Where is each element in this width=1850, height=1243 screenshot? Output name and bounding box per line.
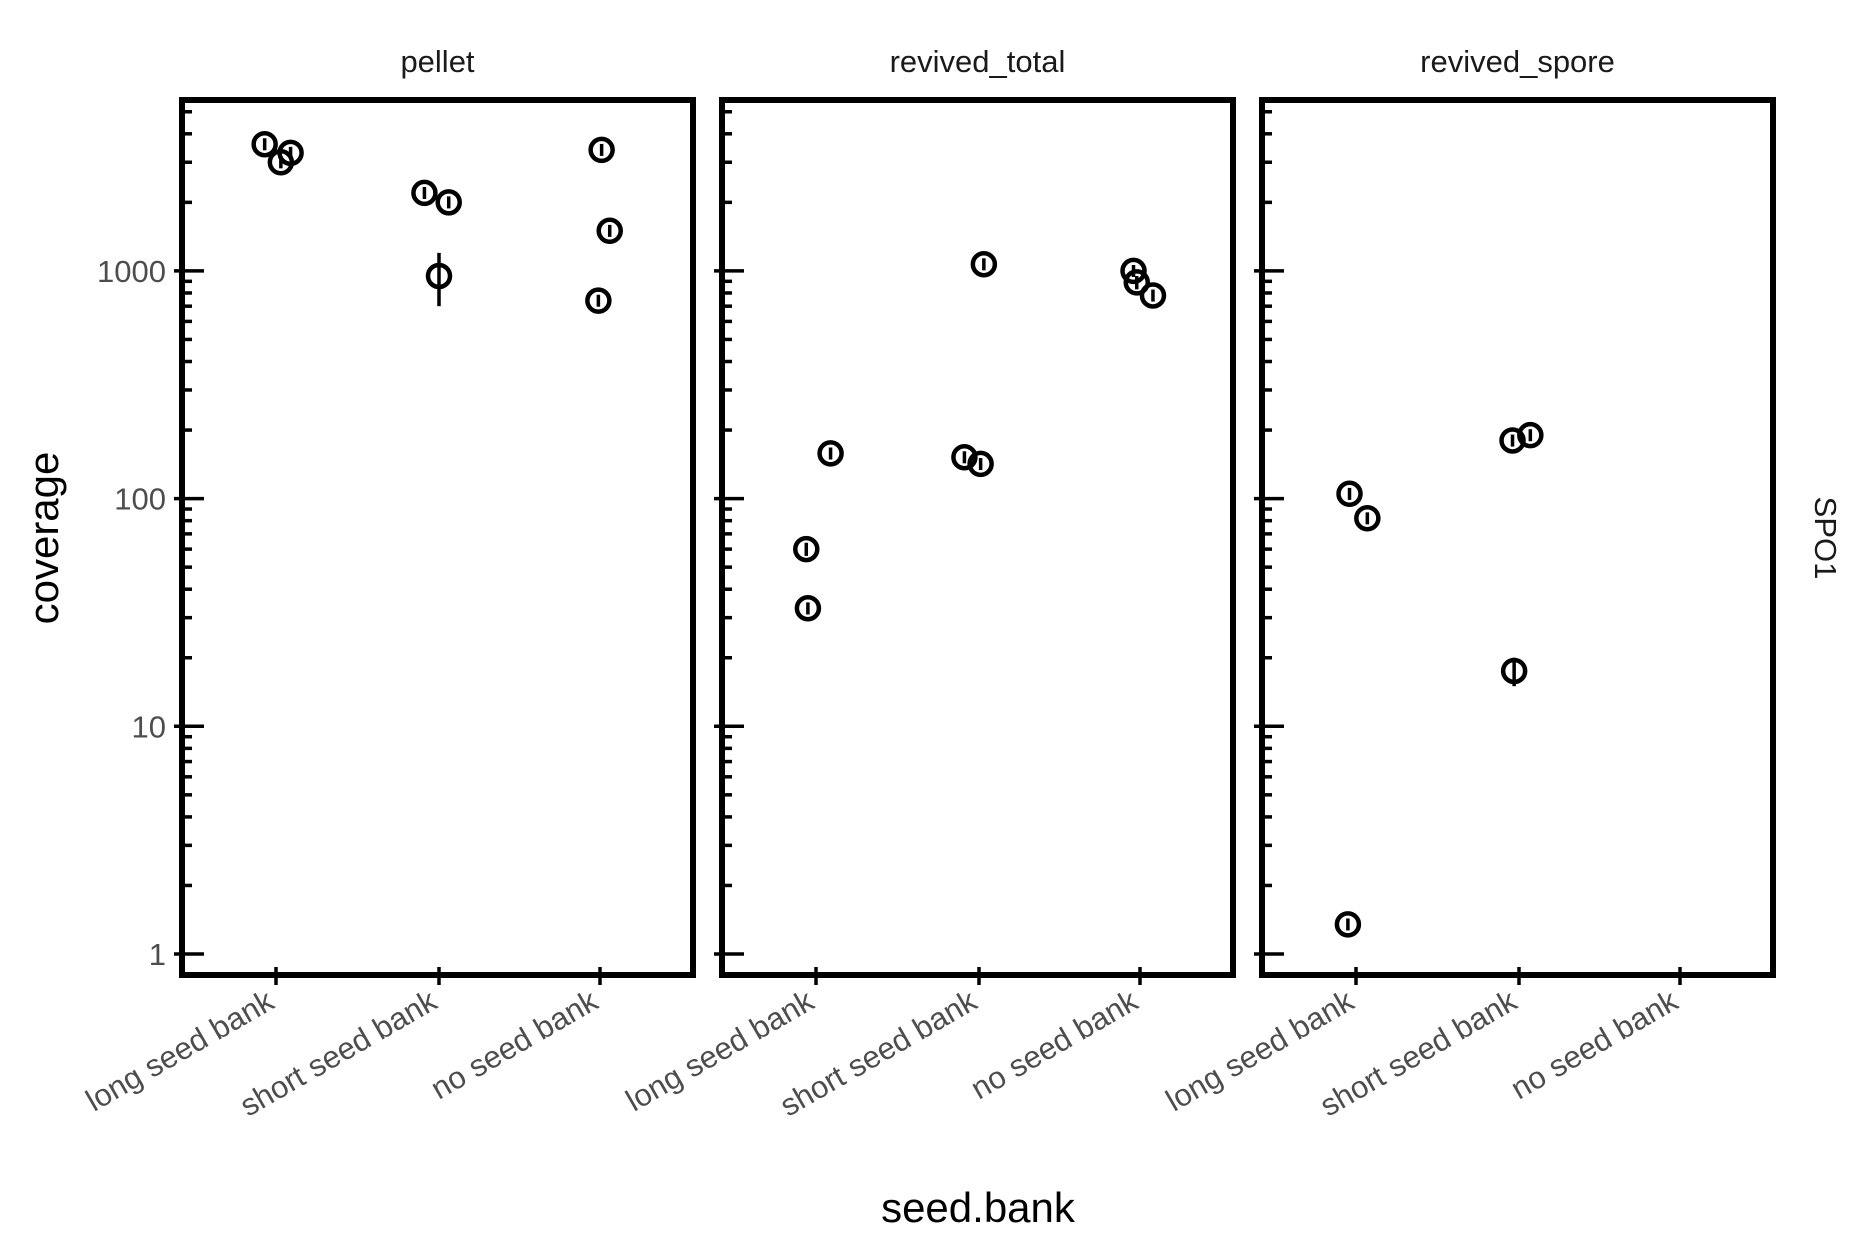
x-axis-title: seed.bank: [881, 1184, 1076, 1231]
panel-border: [1259, 97, 1776, 978]
data-point: [1336, 480, 1363, 508]
data-point: [596, 217, 623, 245]
facet-title: revived_spore: [1420, 44, 1615, 79]
x-tick-label: no seed bank: [425, 983, 604, 1107]
facet-title: revived_total: [890, 44, 1066, 79]
y-tick-label: 1: [149, 937, 166, 972]
facet-title: pellet: [400, 44, 474, 79]
data-point: [435, 189, 462, 216]
data-point: [794, 594, 822, 622]
data-point: [793, 535, 820, 563]
data-point: [970, 250, 998, 278]
data-point: [1139, 282, 1167, 309]
data-point: [1120, 257, 1147, 285]
data-point: [1500, 657, 1528, 685]
data-point: [1354, 504, 1381, 532]
data-point: [588, 136, 615, 164]
y-tick-label: 10: [132, 709, 166, 744]
strip-label-right: SPO1: [1808, 497, 1843, 580]
x-tick-label: no seed bank: [965, 983, 1144, 1107]
data-point: [277, 139, 304, 167]
data-point: [425, 262, 453, 290]
data-point: [251, 130, 278, 158]
data-point: [817, 440, 844, 467]
data-point: [411, 179, 438, 207]
y-axis-title: coverage: [20, 452, 67, 625]
data-point: [1499, 427, 1526, 454]
panel-border: [719, 97, 1236, 978]
panel-border: [179, 97, 696, 978]
data-point: [967, 450, 994, 478]
data-point: [1123, 269, 1151, 296]
data-point: [585, 287, 612, 314]
data-point: [1517, 421, 1544, 449]
y-tick-label: 1000: [97, 254, 166, 289]
y-tick-label: 100: [114, 482, 166, 517]
x-tick-label: no seed bank: [1505, 983, 1684, 1107]
data-point: [951, 443, 978, 471]
data-point: [1334, 911, 1362, 938]
